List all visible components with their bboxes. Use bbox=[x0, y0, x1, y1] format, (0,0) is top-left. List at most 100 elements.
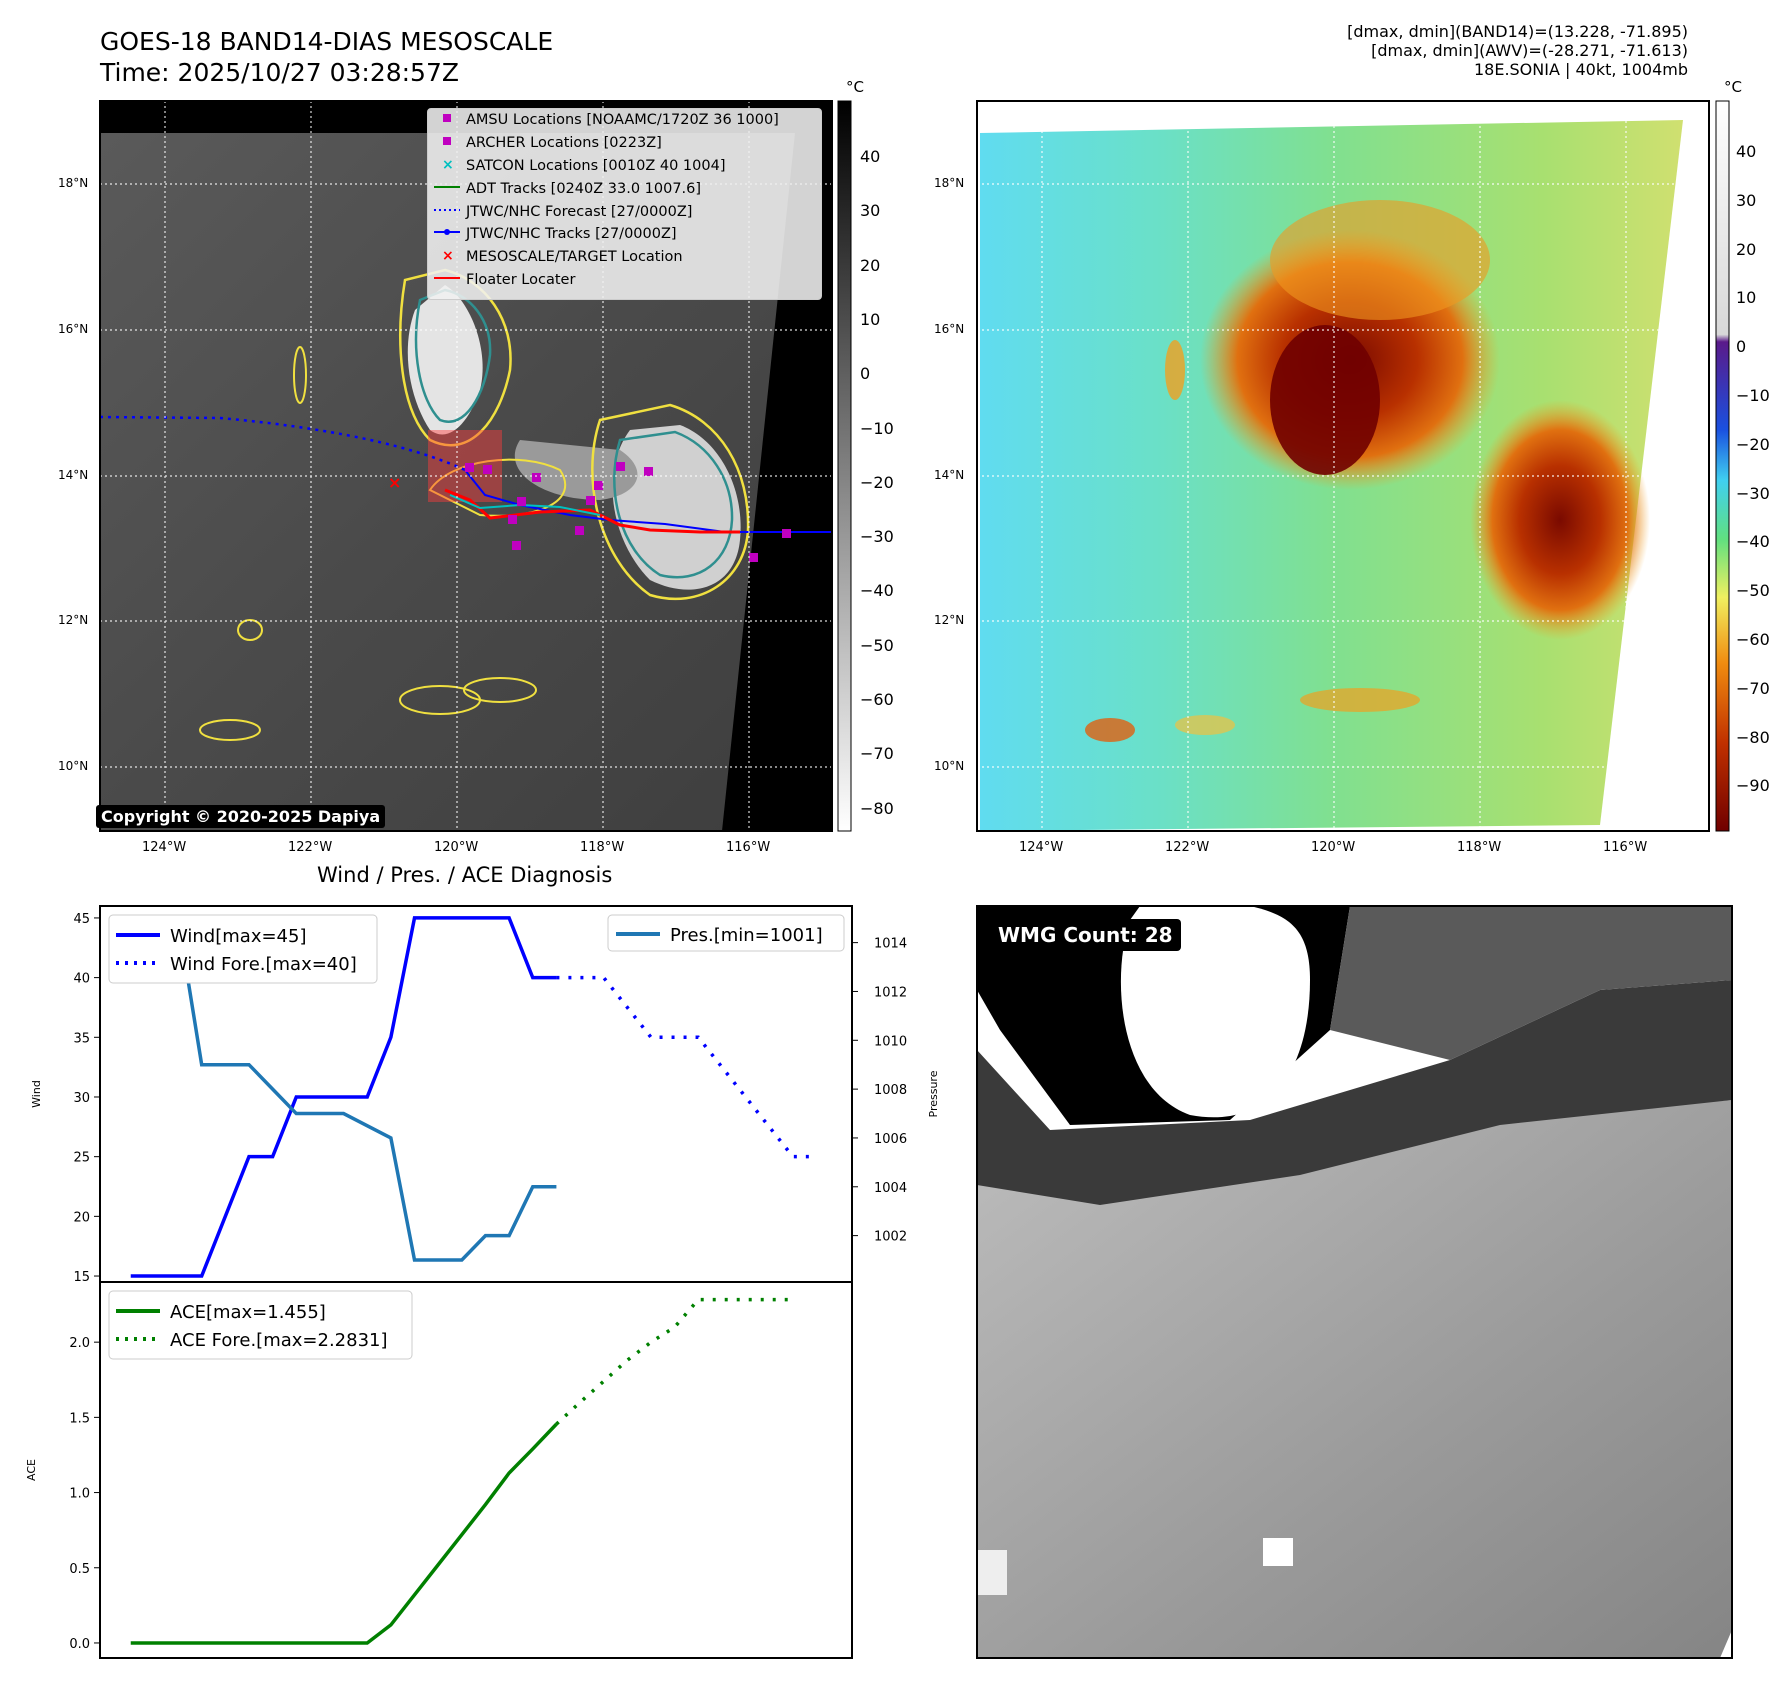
colorbar-tick-label: −50 bbox=[1736, 581, 1770, 601]
right-map-panel bbox=[976, 100, 1730, 832]
square-magenta-icon bbox=[432, 111, 466, 129]
ace-y-tick-label: 1.5 bbox=[69, 1411, 90, 1426]
colorbar-tick-label: 0 bbox=[1736, 337, 1747, 357]
meta-line-1: [dmax, dmin](BAND14)=(13.228, -71.895) bbox=[1347, 22, 1688, 41]
amsu-markers bbox=[465, 462, 791, 562]
legend-label: ADT Tracks [0240Z 33.0 1007.6] bbox=[466, 180, 702, 197]
legend-label: AMSU Locations [NOAAMC/1720Z 36 1000] bbox=[466, 112, 779, 129]
colorbar-tick-label: −80 bbox=[860, 798, 894, 818]
left-lat-12: 12°N bbox=[58, 613, 89, 627]
wind-y-tick-label: 45 bbox=[73, 912, 90, 927]
contour-teal-east bbox=[613, 430, 734, 579]
legend-entry: JTWC/NHC Forecast [27/0000Z] bbox=[428, 200, 821, 223]
right-lon-120: 120°W bbox=[1311, 840, 1356, 855]
copyright-label: Copyright © 2020-2025 Dapiya bbox=[96, 805, 386, 828]
pressure-line bbox=[130, 916, 557, 1262]
pressure-y-tick-label: 1012 bbox=[874, 985, 907, 1000]
right-gridlines bbox=[977, 101, 1709, 831]
legend-label: Pres.[min=1001] bbox=[670, 925, 823, 946]
ace-legend-box bbox=[108, 1290, 413, 1360]
colorbar-tick-label: 10 bbox=[1736, 288, 1757, 308]
right-lon-122: 122°W bbox=[1165, 840, 1210, 855]
right-colorbar-unit: °C bbox=[1724, 78, 1742, 96]
wmg-upper-right bbox=[1330, 906, 1732, 1060]
wmg-left-bright bbox=[977, 1550, 1007, 1595]
left-map-frame bbox=[99, 100, 833, 832]
wmg-eye bbox=[1120, 906, 1310, 1118]
colorbar-tick-label: −20 bbox=[860, 472, 894, 492]
wind-y-tick-label: 40 bbox=[73, 972, 90, 987]
colorbar-tick-label: −70 bbox=[1736, 678, 1770, 698]
colorbar-tick-label: −30 bbox=[860, 527, 894, 547]
legend-label: ACE[max=1.455] bbox=[170, 1302, 326, 1323]
warm-ring bbox=[1270, 200, 1490, 320]
right-lon-118: 118°W bbox=[1457, 840, 1502, 855]
legend-entry: × SATCON Locations [0010Z 40 1004] bbox=[428, 155, 821, 178]
target-x-marker: × bbox=[388, 473, 401, 492]
ace-y-tick-label: 0.0 bbox=[69, 1637, 90, 1652]
ace-y-tick-label: 2.0 bbox=[69, 1336, 90, 1351]
legend-label: Floater Locater bbox=[466, 271, 576, 288]
legend-entry: ARCHER Locations [0223Z] bbox=[428, 132, 821, 155]
wind-y-tick-label: 25 bbox=[73, 1151, 90, 1166]
ace-line bbox=[130, 1422, 558, 1645]
left-lon-124: 124°W bbox=[142, 840, 187, 855]
svg-text:×: × bbox=[442, 248, 454, 262]
ace-plot: 0.0 0.5 1.0 1.5 2.0 ACE ACE[max=1.455] ACE Fore… bbox=[25, 1281, 853, 1659]
meta-line-2: [dmax, dmin](AWV)=(-28.271, -71.613) bbox=[1371, 41, 1688, 60]
figure-title: GOES-18 BAND14-DIAS MESOSCALE Time: 2025… bbox=[100, 26, 553, 88]
cell-2 bbox=[1085, 718, 1135, 742]
colorbar-tick-label: 30 bbox=[1736, 190, 1757, 210]
colorbar-tick-label: −70 bbox=[860, 744, 894, 764]
wind-y-axis-label: Wind bbox=[30, 1080, 43, 1108]
colorbar-tick-label: 0 bbox=[860, 364, 871, 384]
contour-small-4 bbox=[199, 719, 261, 741]
pressure-y-tick-label: 1002 bbox=[874, 1230, 907, 1245]
wind-legend: Wind[max=45] Wind Fore.[max=40] bbox=[108, 914, 378, 984]
forecast-track bbox=[100, 415, 466, 472]
left-lat-10: 10°N bbox=[58, 759, 89, 773]
wmg-count-badge: WMG Count: 28 bbox=[990, 919, 1181, 951]
legend-label: SATCON Locations [0010Z 40 1004] bbox=[466, 157, 726, 174]
line-dot-blue-icon bbox=[432, 225, 466, 243]
dotted-blue-icon bbox=[432, 203, 466, 221]
legend-entry: JTWC/NHC Tracks [27/0000Z] bbox=[428, 223, 821, 246]
x-red-icon: × bbox=[432, 248, 466, 266]
right-colorbar bbox=[1715, 100, 1730, 832]
line-red-icon bbox=[432, 271, 466, 289]
storm-cold-top bbox=[1270, 325, 1380, 475]
meta-line-3: 18E.SONIA | 40kt, 1004mb bbox=[1473, 60, 1688, 79]
pressure-legend: Pres.[min=1001] bbox=[607, 914, 845, 952]
legend-label: ACE Fore.[max=2.2831] bbox=[170, 1330, 388, 1351]
left-lon-120: 120°W bbox=[434, 840, 479, 855]
legend-label: MESOSCALE/TARGET Location bbox=[466, 249, 683, 266]
left-lat-18: 18°N bbox=[58, 176, 89, 190]
pressure-legend-box bbox=[607, 914, 845, 952]
legend-entry: Floater Locater bbox=[428, 269, 821, 292]
colorbar-tick-label: 40 bbox=[1736, 142, 1757, 161]
colorbar-tick-label: 10 bbox=[860, 309, 881, 329]
title-line-1: GOES-18 BAND14-DIAS MESOSCALE bbox=[100, 27, 554, 56]
wind-y-tick-label: 20 bbox=[73, 1210, 90, 1225]
cell-4 bbox=[1175, 715, 1235, 735]
colorbar-tick-label: −20 bbox=[1736, 434, 1770, 454]
ace-y-axis-label: ACE bbox=[25, 1459, 38, 1481]
x-cyan-icon: × bbox=[432, 157, 466, 175]
pressure-y-axis-label: Pressure bbox=[927, 1070, 940, 1117]
colorbar-tick-label: −60 bbox=[1736, 630, 1770, 649]
left-map-legend: AMSU Locations [NOAAMC/1720Z 36 1000] ARC… bbox=[427, 108, 822, 300]
left-colorbar bbox=[837, 100, 852, 832]
title-line-2: Time: 2025/10/27 03:28:57Z bbox=[100, 58, 459, 87]
east-convection bbox=[1470, 400, 1650, 640]
pressure-y-tick-label: 1014 bbox=[874, 937, 907, 952]
contour-small-5 bbox=[463, 677, 537, 703]
colorbar-tick-label: 40 bbox=[860, 147, 881, 166]
left-lon-118: 118°W bbox=[580, 840, 625, 855]
colorbar-tick-label: −40 bbox=[1736, 532, 1770, 552]
pressure-y-tick-label: 1006 bbox=[874, 1132, 907, 1147]
wmg-bright-spot bbox=[1263, 1538, 1293, 1566]
right-lat-12: 12°N bbox=[934, 613, 965, 627]
legend-entry: ADT Tracks [0240Z 33.0 1007.6] bbox=[428, 177, 821, 200]
left-colorbar-unit: °C bbox=[846, 78, 864, 96]
pressure-y-tick-label: 1004 bbox=[874, 1181, 907, 1196]
